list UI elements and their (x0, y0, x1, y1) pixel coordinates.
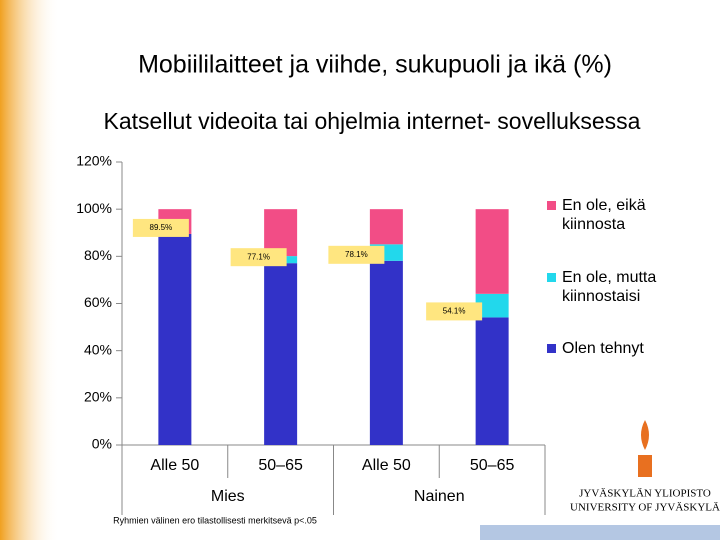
group-label: Mies (211, 488, 245, 505)
y-tick-label: 120% (76, 153, 112, 169)
chart-subtitle: Katsellut videoita tai ohjelmia internet… (104, 108, 641, 134)
legend-label: En ole, eikä kiinnosta (562, 197, 646, 233)
x-tick-label: Alle 50 (150, 457, 199, 474)
bar-segment (475, 209, 509, 294)
decoration (480, 525, 720, 540)
legend-swatch (547, 344, 556, 353)
y-tick-label: 40% (84, 341, 112, 357)
data-label: 89.5% (150, 223, 173, 232)
bar-segment (369, 260, 403, 445)
legend-swatch (547, 273, 556, 282)
bar-segment (369, 209, 403, 245)
legend-swatch (547, 201, 556, 210)
bar-segment (475, 293, 509, 318)
x-tick-label: 50–65 (258, 457, 303, 474)
bar-segment (158, 233, 192, 445)
data-label-box (132, 218, 189, 237)
bar-segment (264, 263, 298, 445)
data-label: 78.1% (345, 250, 368, 259)
logo-icon (638, 420, 652, 477)
x-tick-label: 50–65 (470, 457, 515, 474)
legend-label: Olen tehnyt (562, 340, 644, 357)
footnote: Ryhmien välinen ero tilastollisesti merk… (113, 515, 317, 525)
data-label-box (230, 248, 287, 267)
bar-segment (475, 317, 509, 445)
data-label: 54.1% (443, 307, 466, 316)
decoration (0, 0, 60, 540)
y-tick-label: 60% (84, 294, 112, 310)
chart-title: Mobiililaitteet ja viihde, sukupuoli ja … (138, 51, 612, 79)
data-label-box (426, 302, 483, 321)
y-tick-label: 80% (84, 247, 112, 263)
y-tick-label: 0% (92, 436, 112, 452)
legend-label: En ole, mutta kiinnostaisi (562, 269, 657, 305)
logo-text: UNIVERSITY OF JYVÄSKYLÄ (570, 502, 720, 514)
y-tick-label: 100% (76, 200, 112, 216)
data-label: 77.1% (247, 252, 270, 261)
group-label: Nainen (414, 488, 465, 505)
x-tick-label: Alle 50 (362, 457, 411, 474)
logo-text: JYVÄSKYLÄN YLIOPISTO (579, 488, 711, 500)
data-label-box (328, 245, 385, 264)
y-tick-label: 20% (84, 389, 112, 405)
